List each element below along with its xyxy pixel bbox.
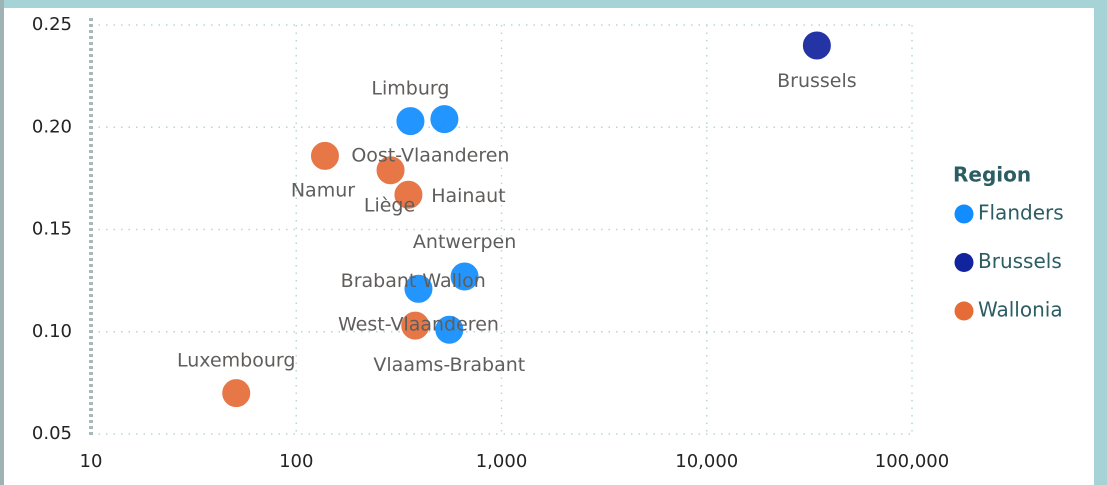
legend-marker (954, 204, 974, 224)
left-border (0, 0, 4, 485)
point-label: Brabant Wallon (341, 270, 486, 292)
y-tick-label: 0.15 (32, 219, 72, 240)
point (801, 30, 832, 61)
legend-marker (954, 253, 974, 272)
x-tick-label: 100,000 (875, 451, 949, 472)
point-label: Limburg (371, 78, 449, 100)
point-label: Hainaut (431, 185, 505, 207)
point (309, 140, 340, 171)
legend-label: Wallonia (978, 298, 1063, 322)
legend-label: Brussels (978, 249, 1062, 273)
x-tick-label: 10 (80, 451, 103, 472)
point-label: Namur (291, 179, 355, 201)
point (375, 155, 406, 186)
point-label: Brussels (777, 70, 857, 92)
y-tick-label: 0.10 (32, 321, 72, 342)
panel (4, 8, 1094, 485)
point-label: Vlaams-Brabant (373, 354, 525, 376)
point (395, 106, 426, 137)
point (403, 273, 434, 304)
y-tick-label: 0.25 (32, 14, 72, 35)
point (434, 314, 465, 345)
x-tick-label: 10,000 (675, 451, 738, 472)
point-label: Oost-Vlaanderen (351, 145, 509, 167)
point-label: Liège (364, 195, 415, 217)
point-label: Antwerpen (413, 231, 516, 253)
y-tick-label: 0.20 (32, 116, 72, 137)
legend-title: Region (953, 163, 1031, 187)
x-tick-label: 100 (279, 451, 313, 472)
point (429, 104, 460, 135)
point (449, 261, 480, 292)
point (393, 179, 424, 210)
legend-label: Flanders (978, 201, 1064, 225)
point (221, 378, 252, 409)
point-label: West-Vlaanderen (338, 313, 499, 335)
y-tick-label: 0.05 (32, 423, 72, 444)
point-label: Luxembourg (177, 350, 295, 372)
x-tick-label: 1,000 (476, 451, 528, 472)
point (400, 310, 431, 341)
legend-marker (954, 301, 974, 321)
